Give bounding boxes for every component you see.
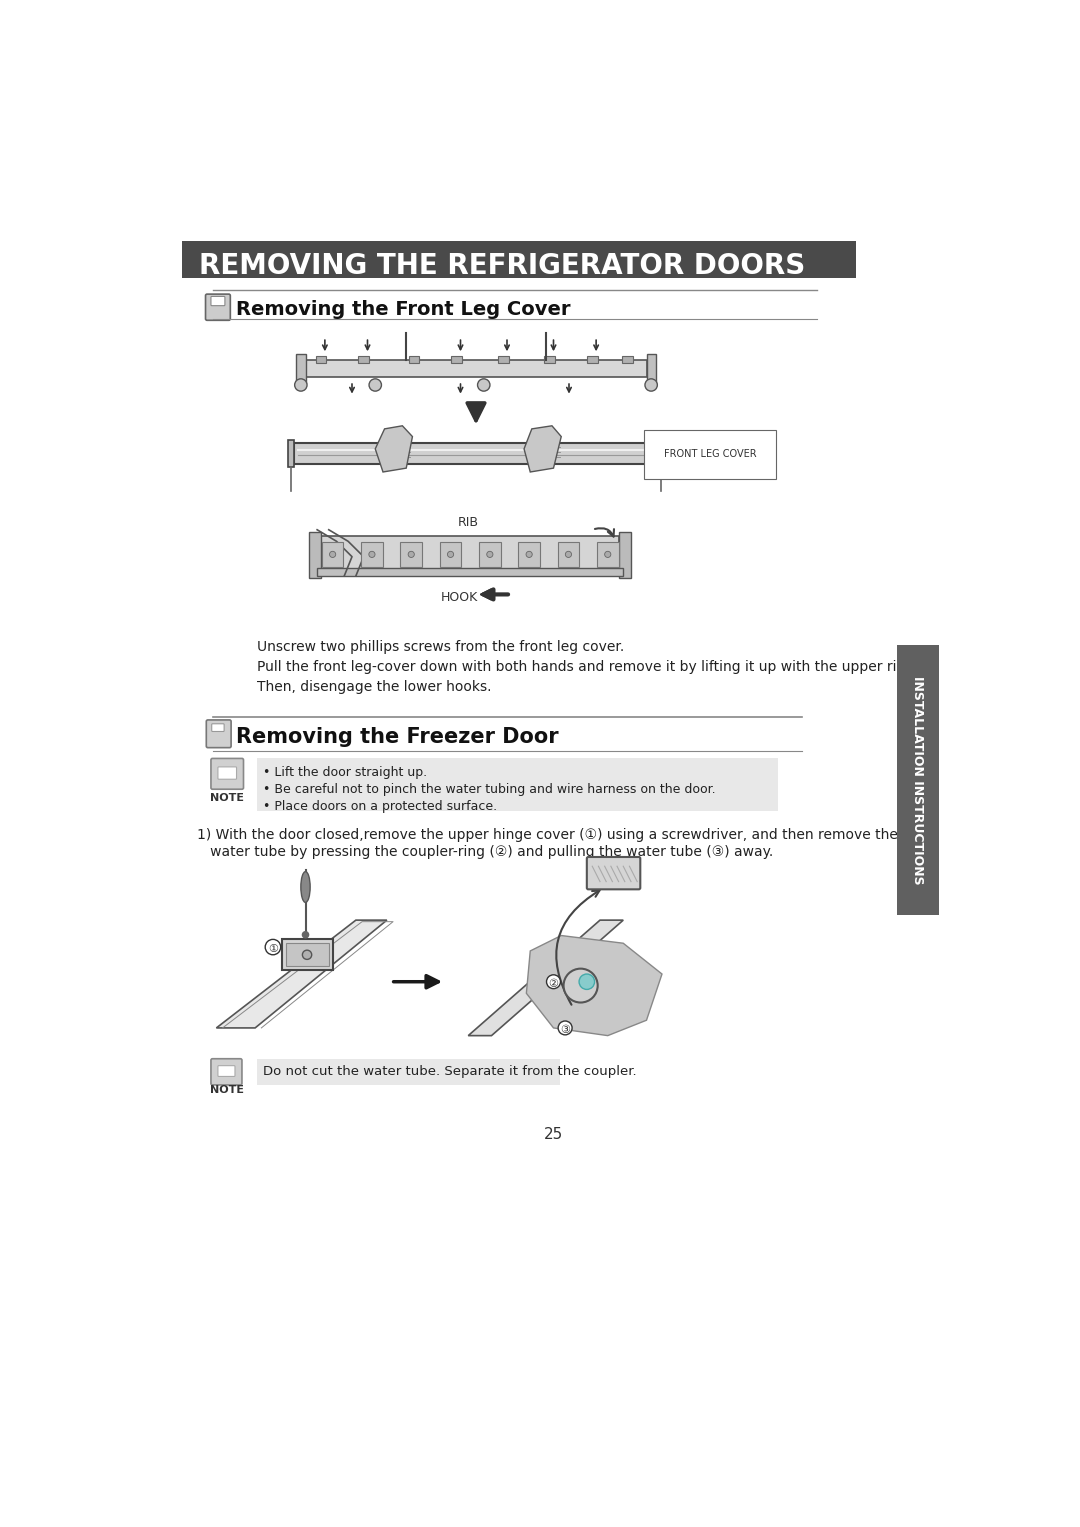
FancyBboxPatch shape xyxy=(586,857,640,889)
FancyBboxPatch shape xyxy=(306,360,647,377)
FancyBboxPatch shape xyxy=(896,646,940,915)
Circle shape xyxy=(369,379,381,391)
Text: • Lift the door straight up.: • Lift the door straight up. xyxy=(262,767,427,779)
Text: RIB: RIB xyxy=(458,516,478,528)
FancyBboxPatch shape xyxy=(480,542,501,567)
Text: Then, disengage the lower hooks.: Then, disengage the lower hooks. xyxy=(257,680,492,693)
FancyBboxPatch shape xyxy=(586,356,597,363)
FancyBboxPatch shape xyxy=(212,724,225,731)
FancyBboxPatch shape xyxy=(257,1058,559,1084)
FancyBboxPatch shape xyxy=(181,241,855,278)
Text: 1) With the door closed,remove the upper hinge cover (①) using a screwdriver, an: 1) With the door closed,remove the upper… xyxy=(197,828,897,841)
Circle shape xyxy=(295,379,307,391)
Text: FRONT LEG COVER: FRONT LEG COVER xyxy=(663,449,756,460)
FancyBboxPatch shape xyxy=(619,531,631,579)
Text: ①: ① xyxy=(268,944,278,954)
Text: ②: ② xyxy=(549,979,558,989)
FancyBboxPatch shape xyxy=(622,356,633,363)
FancyBboxPatch shape xyxy=(287,440,294,467)
Text: • Be careful not to pinch the water tubing and wire harness on the door.: • Be careful not to pinch the water tubi… xyxy=(262,783,715,796)
FancyBboxPatch shape xyxy=(597,542,619,567)
FancyBboxPatch shape xyxy=(498,356,509,363)
Circle shape xyxy=(302,950,312,959)
Polygon shape xyxy=(469,921,623,1035)
Circle shape xyxy=(447,551,454,557)
Circle shape xyxy=(329,551,336,557)
Text: INSTALLATION INSTRUCTIONS: INSTALLATION INSTRUCTIONS xyxy=(912,675,924,884)
FancyBboxPatch shape xyxy=(318,568,623,576)
Polygon shape xyxy=(526,936,662,1035)
FancyBboxPatch shape xyxy=(518,542,540,567)
FancyBboxPatch shape xyxy=(211,296,225,305)
FancyBboxPatch shape xyxy=(321,536,619,574)
Text: Pull the front leg-cover down with both hands and remove it by lifting it up wit: Pull the front leg-cover down with both … xyxy=(257,660,910,673)
Circle shape xyxy=(579,974,595,989)
FancyBboxPatch shape xyxy=(557,542,579,567)
FancyBboxPatch shape xyxy=(315,356,326,363)
Polygon shape xyxy=(216,921,387,1028)
FancyBboxPatch shape xyxy=(359,356,369,363)
FancyBboxPatch shape xyxy=(401,542,422,567)
Polygon shape xyxy=(524,426,562,472)
Circle shape xyxy=(477,379,490,391)
FancyArrowPatch shape xyxy=(208,299,215,310)
Text: • Place doors on a protected surface.: • Place doors on a protected surface. xyxy=(262,800,497,812)
FancyBboxPatch shape xyxy=(309,531,321,579)
Text: ③: ③ xyxy=(561,1025,570,1035)
FancyBboxPatch shape xyxy=(257,759,779,811)
Circle shape xyxy=(546,974,561,988)
Text: NOTE: NOTE xyxy=(211,1084,244,1095)
FancyBboxPatch shape xyxy=(211,759,243,789)
FancyBboxPatch shape xyxy=(218,767,237,779)
Text: HOOK: HOOK xyxy=(441,591,478,605)
Text: REMOVING THE REFRIGERATOR DOORS: REMOVING THE REFRIGERATOR DOORS xyxy=(199,252,805,279)
Text: NOTE: NOTE xyxy=(211,794,244,803)
Circle shape xyxy=(645,379,658,391)
Text: Removing the Front Leg Cover: Removing the Front Leg Cover xyxy=(235,299,570,319)
Text: Unscrew two phillips screws from the front leg cover.: Unscrew two phillips screws from the fro… xyxy=(257,640,624,654)
FancyBboxPatch shape xyxy=(296,354,306,383)
Circle shape xyxy=(302,931,309,938)
FancyBboxPatch shape xyxy=(211,1058,242,1084)
Circle shape xyxy=(605,551,611,557)
FancyBboxPatch shape xyxy=(440,542,461,567)
Circle shape xyxy=(369,551,375,557)
Circle shape xyxy=(487,551,492,557)
FancyBboxPatch shape xyxy=(647,354,656,383)
FancyBboxPatch shape xyxy=(361,542,382,567)
FancyBboxPatch shape xyxy=(408,356,419,363)
Text: Removing the Freezer Door: Removing the Freezer Door xyxy=(235,727,558,747)
Circle shape xyxy=(266,939,281,954)
FancyBboxPatch shape xyxy=(451,356,462,363)
Text: water tube by pressing the coupler-ring (②) and pulling the water tube (③) away.: water tube by pressing the coupler-ring … xyxy=(197,844,773,858)
Ellipse shape xyxy=(301,872,310,902)
FancyBboxPatch shape xyxy=(544,356,555,363)
FancyBboxPatch shape xyxy=(658,440,664,467)
Text: Do not cut the water tube. Separate it from the coupler.: Do not cut the water tube. Separate it f… xyxy=(262,1064,636,1078)
FancyBboxPatch shape xyxy=(294,443,658,464)
FancyBboxPatch shape xyxy=(218,1066,235,1077)
FancyBboxPatch shape xyxy=(322,542,343,567)
Circle shape xyxy=(558,1022,572,1035)
FancyBboxPatch shape xyxy=(282,939,333,970)
FancyBboxPatch shape xyxy=(206,719,231,748)
Circle shape xyxy=(408,551,415,557)
Circle shape xyxy=(564,968,597,1003)
Circle shape xyxy=(565,551,571,557)
Polygon shape xyxy=(375,426,413,472)
FancyBboxPatch shape xyxy=(205,295,230,321)
Circle shape xyxy=(526,551,532,557)
Text: 25: 25 xyxy=(544,1127,563,1142)
FancyBboxPatch shape xyxy=(286,944,328,967)
